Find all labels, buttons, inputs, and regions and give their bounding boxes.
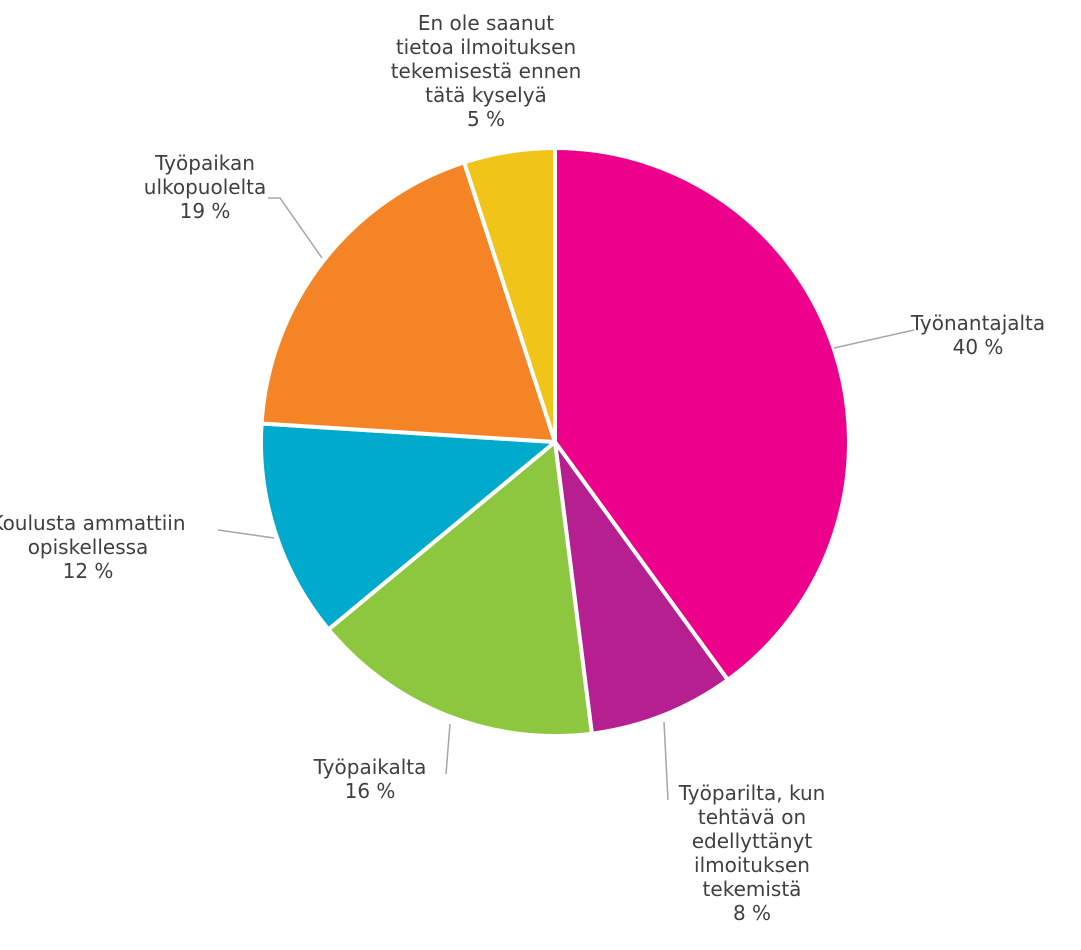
leader-line-tyoparilta-kun <box>663 721 669 801</box>
leader-line-tyonantajalta <box>833 329 915 349</box>
data-label-line: ulkopuolelta <box>144 175 266 199</box>
data-label-value: 16 % <box>345 779 396 803</box>
data-label-value: 5 % <box>467 107 505 131</box>
data-label-line: opiskellessa <box>28 535 149 559</box>
leader-line-tyopaikalta <box>445 723 451 775</box>
data-label-line: edellyttänyt <box>692 829 813 853</box>
leader-line-koulusta-ammattiin <box>217 529 275 539</box>
data-label-line: Koulusta ammattiin <box>0 511 186 535</box>
pie-slice-en-ole-saanut <box>462 146 557 444</box>
data-label-line: ilmoituksen <box>694 853 810 877</box>
data-label-line: tekemisestä ennen <box>391 59 582 83</box>
pie-slice-tyopaikan <box>259 160 557 444</box>
pie-slice-koulusta-ammattiin <box>259 421 557 632</box>
data-label-tyoparilta-kun: Työparilta, kun tehtävä on edellyttänyt ilm… <box>678 781 826 925</box>
data-label-tyopaikan: Työpaikan ulkopuolelta 19 % <box>144 151 266 223</box>
data-label-koulusta-ammattiin: Koulusta ammattiin opiskellessa 12 % <box>0 511 186 583</box>
data-label-en-ole-saanut: En ole saanut tietoa ilmoituksen tekemises… <box>391 11 582 131</box>
data-label-line: Työpaikalta <box>313 755 427 779</box>
slices-layer <box>259 146 851 738</box>
data-label-value: 8 % <box>733 901 771 925</box>
data-label-line: Työpaikan <box>154 151 255 175</box>
pie-slice-tyoparilta-kun <box>553 440 730 736</box>
data-label-line: tekemistä <box>703 877 802 901</box>
data-label-line: tätä kyselyä <box>425 83 547 107</box>
data-label-value: 19 % <box>180 199 231 223</box>
pie-slice-tyopaikalta <box>326 440 594 738</box>
data-label-tyonantajalta: Työnantajalta 40 % <box>910 311 1045 359</box>
leader-line-tyopaikan <box>268 197 323 259</box>
data-label-value: 12 % <box>63 559 114 583</box>
data-labels-layer: Työnantajalta 40 % Työparilta, kun tehtävä … <box>0 11 1045 925</box>
data-label-line: Työparilta, kun <box>678 781 826 805</box>
data-label-tyopaikalta: Työpaikalta 16 % <box>313 755 427 803</box>
data-label-line: En ole saanut <box>418 11 554 35</box>
leader-lines-layer <box>217 197 915 801</box>
data-label-value: 40 % <box>953 335 1004 359</box>
pie-slice-tyonantajalta <box>553 146 851 682</box>
data-label-line: tietoa ilmoituksen <box>396 35 576 59</box>
data-label-line: Työnantajalta <box>910 311 1045 335</box>
data-label-line: tehtävä on <box>698 805 806 829</box>
